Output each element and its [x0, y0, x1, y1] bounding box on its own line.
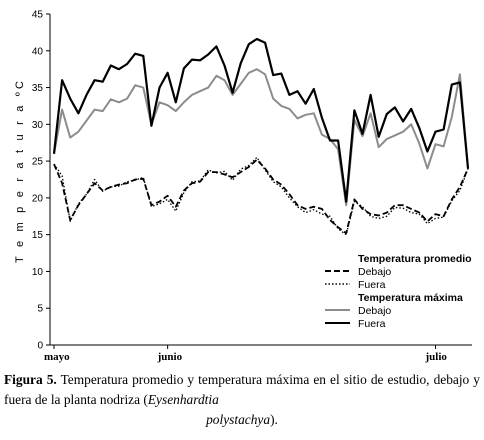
series-line-max-fuera [52, 37, 470, 203]
x-month-label: julio [425, 351, 448, 363]
series-line-avg-debajo [53, 158, 469, 235]
caption-label: Figura 5. [4, 372, 57, 387]
y-tick-label: 5 [37, 304, 43, 315]
y-tick-label: 15 [32, 230, 44, 241]
caption-text: Temperatura promedio y temperatura máxim… [4, 372, 480, 407]
legend-item-max-fuera: Fuera [358, 318, 386, 330]
caption-species: Eysenhardtia [147, 392, 219, 407]
legend: Temperatura promedio Debajo Fuera Temper… [325, 253, 472, 330]
y-tick-label: 20 [32, 193, 44, 204]
legend-item-avg-debajo: Debajo [358, 266, 391, 278]
series-line-max-debajo [53, 68, 469, 207]
x-month-label: junio [157, 351, 183, 363]
legend-item-max-debajo: Debajo [358, 305, 391, 317]
y-tick-label: 10 [32, 267, 44, 278]
figure-caption: Figura 5. Temperatura promedio y tempera… [4, 370, 480, 430]
y-tick-label: 0 [37, 341, 43, 352]
series-layer [52, 37, 470, 236]
y-axis-title: T e m p e r a t u r a ºC [14, 78, 26, 263]
x-month-label: mayo [44, 351, 70, 363]
caption-species-2: polystachya [206, 412, 271, 427]
legend-group2-title: Temperatura máxima [358, 292, 463, 304]
caption-end: ). [270, 412, 278, 427]
y-tick-label: 30 [32, 120, 44, 131]
legend-group1-title: Temperatura promedio [358, 253, 472, 265]
y-tick-label: 35 [32, 83, 44, 94]
legend-item-avg-fuera: Fuera [358, 279, 386, 291]
y-tick-label: 45 [32, 10, 44, 21]
caption-line-2: polystachya). [4, 410, 480, 430]
x-axis-month-labels: mayo junio julio [44, 345, 447, 363]
series-line-avg-fuera [53, 156, 469, 236]
temperature-chart: 0 5 10 15 20 25 30 35 40 45 mayo junio julio T e m … [14, 10, 472, 363]
y-axis-ticks: 0 5 10 15 20 25 30 35 40 45 [32, 10, 50, 352]
y-tick-label: 40 [32, 46, 44, 57]
y-tick-label: 25 [32, 157, 44, 168]
